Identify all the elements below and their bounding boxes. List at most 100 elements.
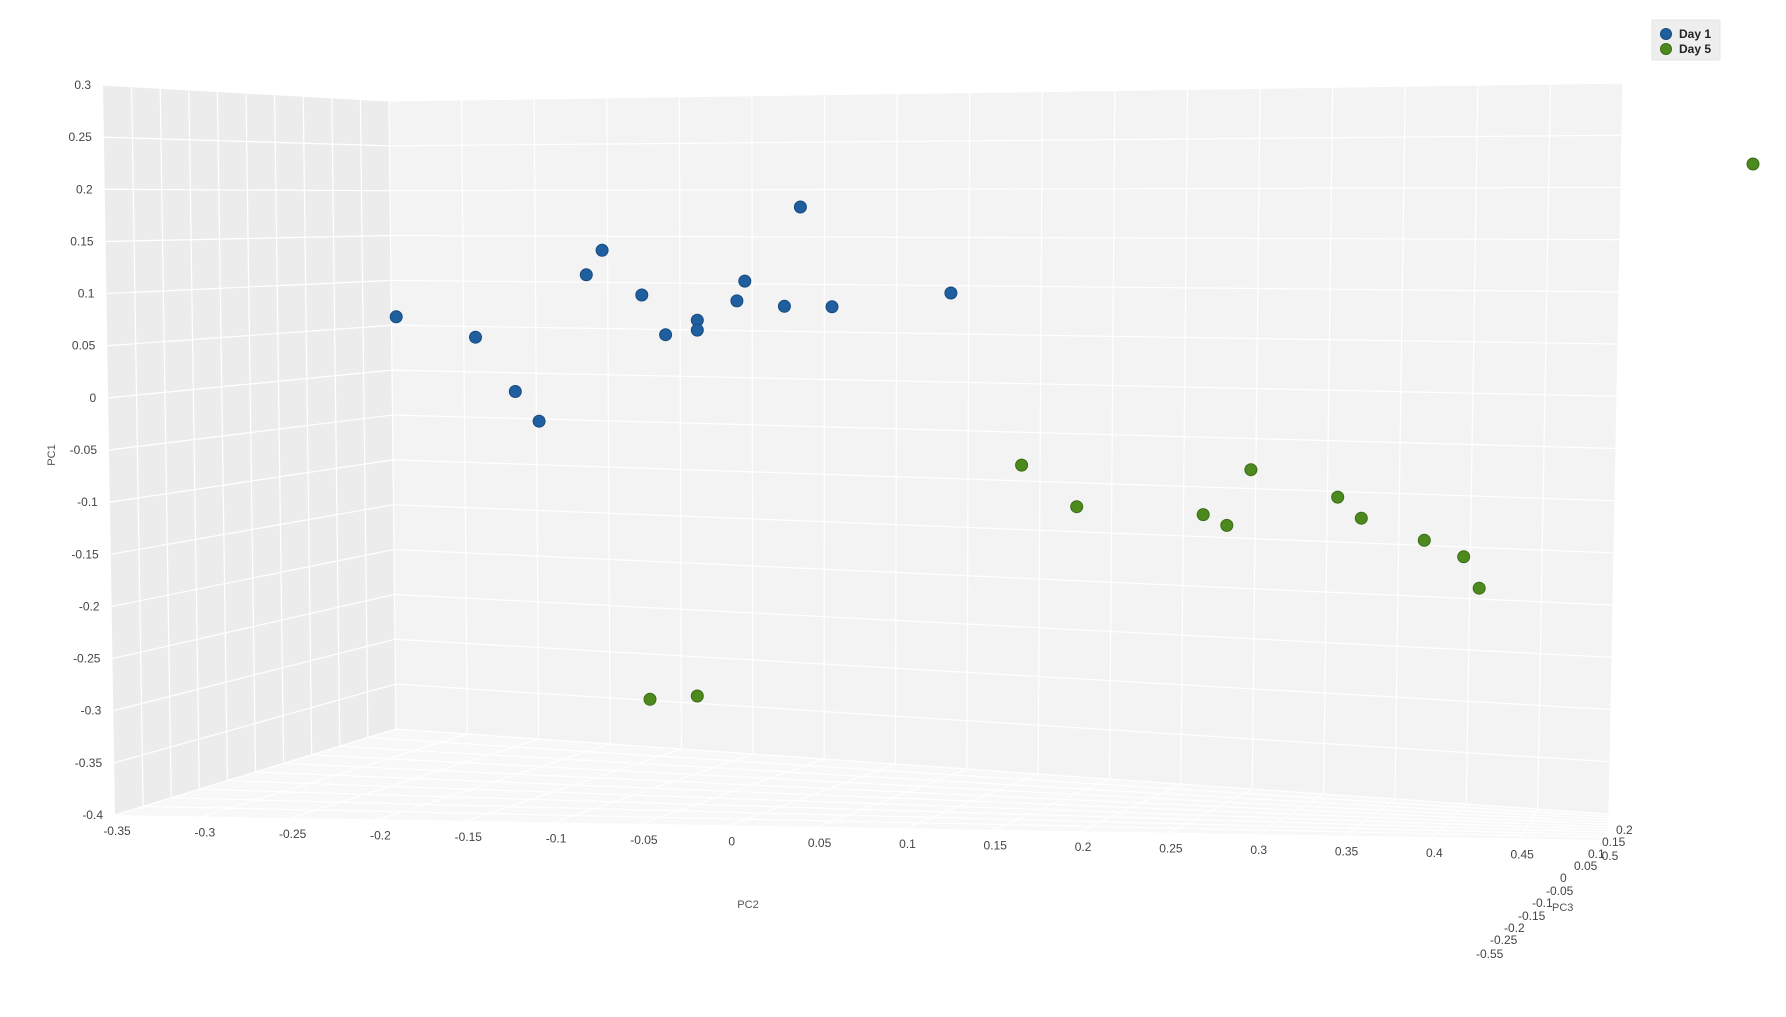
pc1-tick-label: 0 [89, 391, 96, 405]
pc2-gridline [1519, 84, 1552, 839]
pc2-gridline [992, 90, 1116, 831]
pc3-tick-label: -0.2 [1504, 921, 1525, 935]
data-point[interactable] [532, 414, 546, 428]
data-point[interactable] [1015, 458, 1029, 472]
data-point[interactable] [730, 294, 744, 308]
axis-titles: PC1 PC2 PC3 [46, 444, 1573, 914]
pc1-tick-label: 0.3 [74, 78, 91, 92]
pc1-tick-label: 0.15 [70, 234, 94, 248]
pc1-tick-label: -0.35 [75, 756, 103, 770]
data-point[interactable] [1354, 511, 1368, 525]
pc3-gridline [131, 86, 1609, 838]
left-wall [103, 85, 396, 815]
data-point[interactable] [389, 310, 403, 324]
data-point[interactable] [595, 243, 609, 257]
pc2-tick-label: 0.3 [1250, 843, 1267, 857]
data-point[interactable] [944, 286, 958, 300]
pc1-tick-label: 0.1 [78, 287, 95, 301]
data-point[interactable] [1472, 581, 1486, 595]
legend-label-day-1[interactable]: Day 1 [1679, 27, 1711, 41]
pc3-tick-label: -0.25 [1490, 933, 1518, 947]
data-point[interactable] [659, 328, 673, 342]
pc2-axis-title: PC2 [737, 899, 758, 911]
pc2-gridline [290, 98, 540, 819]
data-point[interactable] [690, 323, 704, 337]
back-wall [389, 83, 1623, 814]
data-point[interactable] [643, 692, 657, 706]
pc2-gridline [1344, 86, 1406, 837]
data-point[interactable] [1746, 157, 1760, 171]
pc2-tick-label: -0.15 [455, 830, 483, 844]
data-point[interactable] [1070, 500, 1084, 514]
pc2-gridline [729, 93, 898, 826]
data-point[interactable] [690, 689, 704, 703]
pc1-tick-label: -0.05 [70, 443, 98, 457]
data-point[interactable] [777, 299, 791, 313]
pc1-tick-label: 0.05 [72, 339, 96, 353]
data-point[interactable] [1417, 533, 1431, 547]
pc2-gridline [1431, 85, 1479, 838]
pc1-tick-label: -0.25 [73, 652, 101, 666]
pc3-gridline [359, 99, 1609, 818]
pc2-tick-label: -0.35 [103, 824, 131, 838]
pc2-tick-label: -0.05 [630, 833, 658, 847]
pc3-tick-label: -0.15 [1518, 909, 1546, 923]
pc2-gridline [553, 95, 754, 823]
pc3-gridline [245, 92, 1609, 828]
pc2-tick-label: 0 [728, 834, 735, 848]
pc1-tick-label: -0.4 [82, 808, 103, 822]
pc3-tick-label: 0.2 [1616, 823, 1633, 837]
pc2-gridline [1256, 87, 1334, 835]
data-point[interactable] [1457, 550, 1471, 564]
data-point[interactable] [825, 300, 839, 314]
pc2-tick-label: -0.25 [279, 827, 307, 841]
pc2-gridline [817, 92, 971, 828]
pc2-gridline [114, 100, 397, 816]
pc3-axis-title: PC3 [1552, 902, 1573, 914]
pc2-tick-label: 0.2 [1075, 840, 1092, 854]
pc2-tick-label: 0.1 [899, 837, 916, 851]
pc3-gridline [274, 94, 1609, 825]
legend-marker-day-5[interactable] [1660, 43, 1672, 55]
data-points [389, 157, 1760, 706]
pc1-tick-label: -0.2 [79, 599, 100, 613]
pc2-tick-label: 0.5 [1602, 849, 1619, 863]
pc2-tick-label: 0.15 [984, 839, 1008, 853]
legend-label-day-5[interactable]: Day 5 [1679, 42, 1711, 56]
pc1-tick-label: 0.25 [68, 130, 92, 144]
pc3-tick-label: 0.1 [1588, 847, 1605, 861]
pc1-tick-label: 0.2 [76, 182, 93, 196]
pc2-gridline [466, 96, 683, 822]
data-point[interactable] [793, 200, 807, 214]
pc3-gridline [216, 91, 1609, 831]
pc2-tick-label: -0.2 [370, 828, 391, 842]
legend-marker-day-1[interactable] [1660, 28, 1672, 40]
pc3-tick-label: 0.05 [1574, 859, 1598, 873]
data-point[interactable] [508, 385, 522, 398]
pc2-tick-label: 0.35 [1335, 845, 1359, 859]
pc1-tick-label: -0.3 [81, 704, 102, 718]
pc2-tick-label: -0.1 [546, 831, 567, 845]
data-point[interactable] [579, 268, 593, 282]
pc3-gridline [331, 97, 1609, 820]
pc2-gridline [378, 97, 611, 820]
pc3-tick-label: 0.15 [1602, 835, 1626, 849]
data-point[interactable] [1196, 508, 1210, 522]
pc2-tick-label: 0.4 [1426, 846, 1443, 860]
pc2-gridline [905, 91, 1043, 829]
pc1-tick-label: -0.15 [71, 547, 99, 561]
pc3-tick-label: -0.55 [1476, 947, 1504, 961]
pc2-tick-label: 0.05 [808, 836, 832, 850]
plot-walls [103, 83, 1623, 840]
data-point[interactable] [738, 274, 752, 288]
data-point[interactable] [1244, 463, 1258, 477]
data-point[interactable] [1220, 518, 1234, 532]
data-point[interactable] [635, 288, 649, 302]
pc3-tick-label: -0.1 [1532, 896, 1553, 910]
data-point[interactable] [1331, 490, 1345, 504]
series-day-5 [643, 157, 1760, 706]
legend[interactable]: Day 1 Day 5 [1651, 19, 1721, 61]
data-point[interactable] [469, 330, 482, 344]
